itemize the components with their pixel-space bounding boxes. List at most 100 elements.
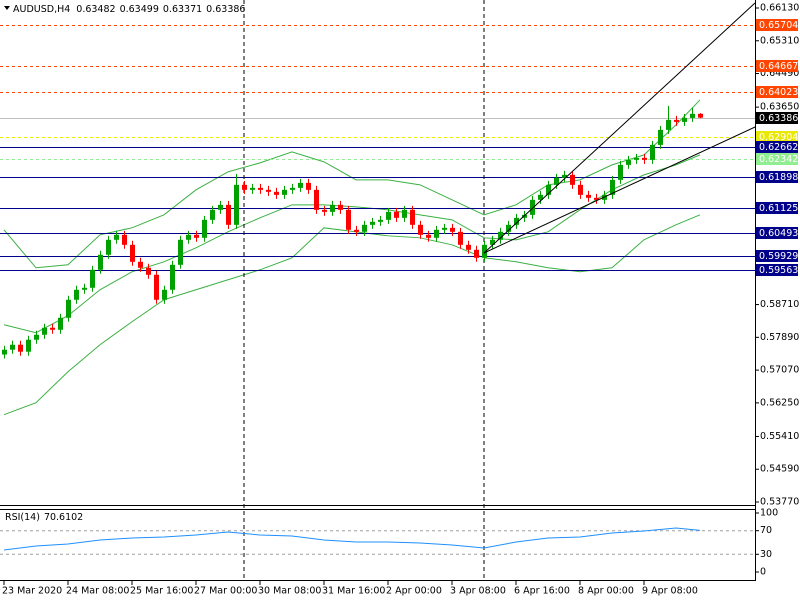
- header-icon: [4, 6, 10, 10]
- candle-body: [666, 119, 671, 130]
- y-tick-label: 0.56250: [760, 397, 799, 408]
- candle-body: [378, 219, 383, 222]
- band-upper: [3, 99, 701, 269]
- candle-body: [642, 157, 647, 160]
- candle-body: [106, 239, 111, 255]
- header-high: 0.63499: [120, 4, 159, 15]
- candle-body: [250, 187, 255, 190]
- level-label: 0.64023: [759, 87, 798, 98]
- x-tick-label: 6 Apr 16:00: [514, 586, 570, 597]
- candle-body: [274, 191, 279, 195]
- y-tick-label: 0.53770: [760, 497, 799, 508]
- x-tick-label: 25 Mar 16:00: [130, 586, 193, 597]
- rsi-line: [3, 527, 701, 551]
- candle-body: [122, 234, 127, 245]
- rsi-label: RSI(14): [5, 512, 40, 523]
- candle-body: [578, 184, 583, 195]
- candle-body: [194, 234, 199, 238]
- candle-body: [226, 204, 231, 225]
- rsi-header: RSI(14) 70.6102: [5, 512, 83, 523]
- y-tick-label: 0.57890: [760, 332, 799, 343]
- x-tick-label: 8 Apr 00:00: [578, 586, 634, 597]
- level-box: [756, 250, 798, 262]
- y-tick-label: 0.66130: [760, 2, 799, 13]
- candle-body: [538, 194, 543, 200]
- candle-body: [474, 249, 479, 258]
- x-tick-label: 27 Mar 00:00: [194, 586, 257, 597]
- x-tick-label: 23 Mar 2020: [2, 586, 62, 597]
- candle-body: [322, 209, 327, 212]
- rsi-tick-label: 100: [760, 508, 778, 519]
- trend-line: [483, 126, 756, 254]
- rsi-layer: 100 70 30 0: [0, 508, 778, 578]
- candle-body: [674, 119, 679, 122]
- rsi-last: 70.6102: [44, 512, 83, 523]
- candle-body: [690, 113, 695, 118]
- candle-body: [234, 184, 239, 225]
- x-tick-label: 9 Apr 08:00: [642, 586, 698, 597]
- candle-body: [554, 177, 559, 185]
- level-label: 0.61125: [759, 203, 798, 214]
- candle-body: [306, 182, 311, 190]
- candle-body: [170, 264, 175, 290]
- candle-body: [610, 179, 615, 195]
- level-label: 0.62904: [759, 132, 798, 143]
- level-box: [756, 112, 798, 124]
- candle-body: [314, 189, 319, 210]
- level-label: 0.65704: [759, 20, 798, 31]
- candle-body: [458, 231, 463, 245]
- header-open: 0.63482: [76, 4, 115, 15]
- candles-layer: [2, 105, 703, 359]
- x-tick-label: 30 Mar 08:00: [258, 586, 321, 597]
- candle-body: [650, 144, 655, 160]
- candle-body: [698, 113, 703, 118]
- level-box: [756, 131, 798, 143]
- candle-body: [618, 164, 623, 180]
- candle-body: [522, 214, 527, 218]
- candle-body: [682, 117, 687, 122]
- symbol: AUDUSD,H4: [13, 4, 70, 15]
- candle-body: [290, 187, 295, 190]
- candle-body: [50, 327, 55, 330]
- level-label: 0.62342: [759, 154, 798, 165]
- header-low: 0.63371: [163, 4, 202, 15]
- candle-body: [346, 209, 351, 230]
- candle-body: [178, 239, 183, 265]
- x-tick-label: 24 Mar 08:00: [66, 586, 129, 597]
- candle-body: [330, 204, 335, 212]
- candle-body: [258, 187, 263, 190]
- candle-body: [34, 334, 39, 340]
- level-label: 0.62662: [759, 142, 798, 153]
- level-box: [756, 19, 798, 31]
- candle-body: [138, 261, 143, 268]
- rsi-tick-label: 70: [760, 525, 772, 536]
- candle-body: [370, 221, 375, 225]
- candle-body: [242, 184, 247, 190]
- candle-body: [418, 224, 423, 235]
- candle-body: [98, 254, 103, 270]
- candle-body: [362, 224, 367, 232]
- candle-body: [202, 219, 207, 238]
- level-box: [756, 60, 798, 72]
- candle-body: [658, 129, 663, 145]
- candle-body: [66, 299, 71, 318]
- candle-body: [594, 197, 599, 200]
- candle-body: [570, 174, 575, 185]
- candle-body: [514, 217, 519, 225]
- candle-body: [498, 231, 503, 240]
- y-tick-label: 0.55410: [760, 431, 799, 442]
- candle-body: [530, 199, 535, 215]
- candle-body: [394, 211, 399, 218]
- levels-layer: [0, 25, 755, 271]
- candle-body: [282, 189, 287, 195]
- candle-body: [74, 289, 79, 300]
- rsi-tick-label: 30: [760, 549, 772, 560]
- rsi-tick-label: 0: [760, 567, 766, 578]
- candle-body: [186, 234, 191, 240]
- level-label: 0.60493: [759, 228, 798, 239]
- candle-body: [586, 194, 591, 198]
- level-box: [756, 86, 798, 98]
- level-box: [756, 171, 798, 183]
